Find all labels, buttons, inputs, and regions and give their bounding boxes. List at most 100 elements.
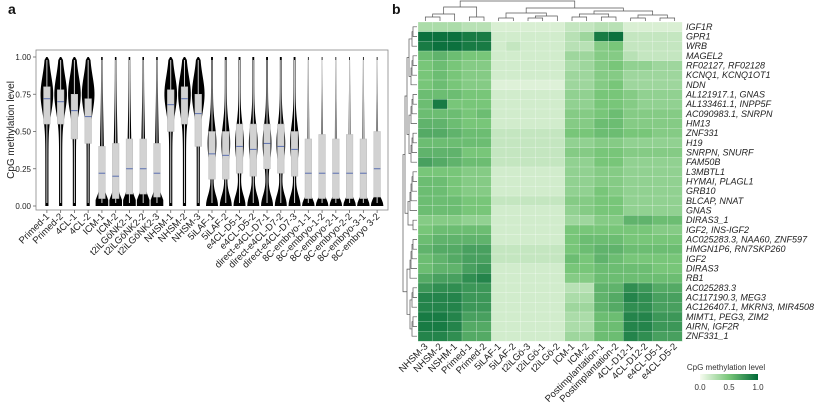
heatmap-cell	[623, 41, 639, 52]
heatmap-cell	[432, 224, 448, 236]
heatmap-cell	[461, 108, 478, 120]
heatmap-cell	[549, 147, 566, 158]
heatmap-cell	[637, 128, 654, 139]
heatmap-cell	[432, 321, 448, 332]
heatmap-cell	[461, 321, 478, 332]
heatmap-cell	[549, 215, 566, 226]
dendrogram-branch	[412, 26, 417, 37]
heatmap-cell	[476, 137, 492, 149]
heatmap-cell	[579, 60, 595, 71]
heatmap-row-label: RF02127, RF02128	[686, 61, 765, 71]
heatmap-cell	[667, 128, 683, 139]
heatmap-cell	[579, 292, 595, 303]
heatmap-cell	[476, 186, 492, 197]
heatmap-cell	[623, 21, 639, 33]
panel-label-a: a	[8, 1, 16, 17]
heatmap-cell	[520, 70, 536, 81]
heatmap-cell	[447, 70, 463, 81]
heatmap-cell	[461, 147, 478, 158]
heatmap-cell	[637, 311, 654, 323]
heatmap-cell	[491, 118, 507, 129]
heatmap-cell	[623, 282, 639, 294]
heatmap-cell	[535, 292, 551, 303]
heatmap-cell	[579, 302, 595, 313]
heatmap-cell	[579, 273, 595, 284]
heatmap-row-label: BLCAP, NNAT	[686, 196, 745, 206]
heatmap-cell	[637, 273, 654, 284]
heatmap-cell	[447, 244, 463, 255]
heatmap-cell	[432, 31, 448, 42]
heatmap-cell	[520, 108, 536, 120]
heatmap-cell	[432, 244, 448, 255]
heatmap-cell	[549, 137, 566, 149]
heatmap-cell	[535, 41, 551, 52]
heatmap-cell	[667, 41, 683, 52]
heatmap-cell	[535, 321, 551, 332]
heatmap-cell	[608, 99, 624, 110]
heatmap-cell	[652, 118, 668, 129]
heatmap-cell	[505, 263, 522, 274]
heatmap-cell	[520, 166, 536, 178]
heatmap-cell	[447, 331, 463, 342]
heatmap-cell	[520, 137, 536, 149]
heatmap-cell	[520, 244, 536, 255]
heatmap-cell	[652, 21, 668, 33]
heatmap-cell	[461, 60, 478, 71]
heatmap-cell	[549, 50, 566, 62]
heatmap-cell	[432, 263, 448, 274]
violin-box	[332, 138, 340, 199]
heatmap-cell	[505, 282, 522, 294]
heatmap-cell	[579, 41, 595, 52]
heatmap-cell	[447, 282, 463, 294]
dendrogram-branch	[412, 219, 417, 231]
heatmap-cell	[476, 41, 492, 52]
heatmap-legend: CpG methylation level 0.0 0.5 1.0	[687, 363, 765, 392]
violin-box	[304, 138, 312, 199]
heatmap-cell	[447, 79, 463, 91]
heatmap-cell	[549, 79, 566, 91]
violin-box	[235, 123, 244, 174]
heatmap-cell	[623, 244, 639, 255]
heatmap-cell	[549, 302, 566, 313]
heatmap-cell	[579, 21, 595, 33]
heatmap-cell	[432, 186, 448, 197]
heatmap-cell	[447, 292, 463, 303]
heatmap-cell	[623, 273, 639, 284]
heatmap-cell	[535, 282, 551, 294]
heatmap-cell	[593, 302, 610, 313]
heatmap-cell	[564, 273, 580, 284]
heatmap-cell	[652, 50, 668, 62]
heatmap-cell	[579, 263, 595, 274]
heatmap-cell	[564, 157, 580, 168]
heatmap-cell	[608, 31, 624, 42]
heatmap-cell	[593, 292, 610, 303]
heatmap-cell	[461, 263, 478, 274]
heatmap-cell	[432, 147, 448, 158]
heatmap-cell	[491, 21, 507, 33]
heatmap-cell	[432, 302, 448, 313]
heatmap-cell	[637, 108, 654, 120]
heatmap-cell	[549, 205, 566, 216]
heatmap-cell	[505, 79, 522, 91]
heatmap-cell	[535, 118, 551, 129]
heatmap-cell	[564, 137, 580, 149]
heatmap-cell	[432, 234, 448, 245]
heatmap-cell	[564, 166, 580, 178]
heatmap-cell	[476, 60, 492, 71]
heatmap-cell	[637, 244, 654, 255]
heatmap-cell	[549, 41, 566, 52]
heatmap-cell	[637, 21, 654, 33]
heatmap-row-label: MIMT1, PEG3, ZIM2	[686, 312, 769, 322]
heatmap-cell	[461, 31, 478, 42]
heatmap-cell	[476, 157, 492, 168]
dendrogram-branch	[443, 6, 478, 17]
heatmap-cell	[461, 253, 478, 265]
heatmap-cell	[447, 41, 463, 52]
heatmap-cell	[608, 253, 624, 265]
heatmap-cell	[549, 224, 566, 236]
heatmap-cell	[461, 224, 478, 236]
heatmap-cell	[447, 253, 463, 265]
heatmap-cell	[637, 195, 654, 207]
heatmap-cell	[432, 99, 448, 110]
heatmap-cell	[637, 137, 654, 149]
